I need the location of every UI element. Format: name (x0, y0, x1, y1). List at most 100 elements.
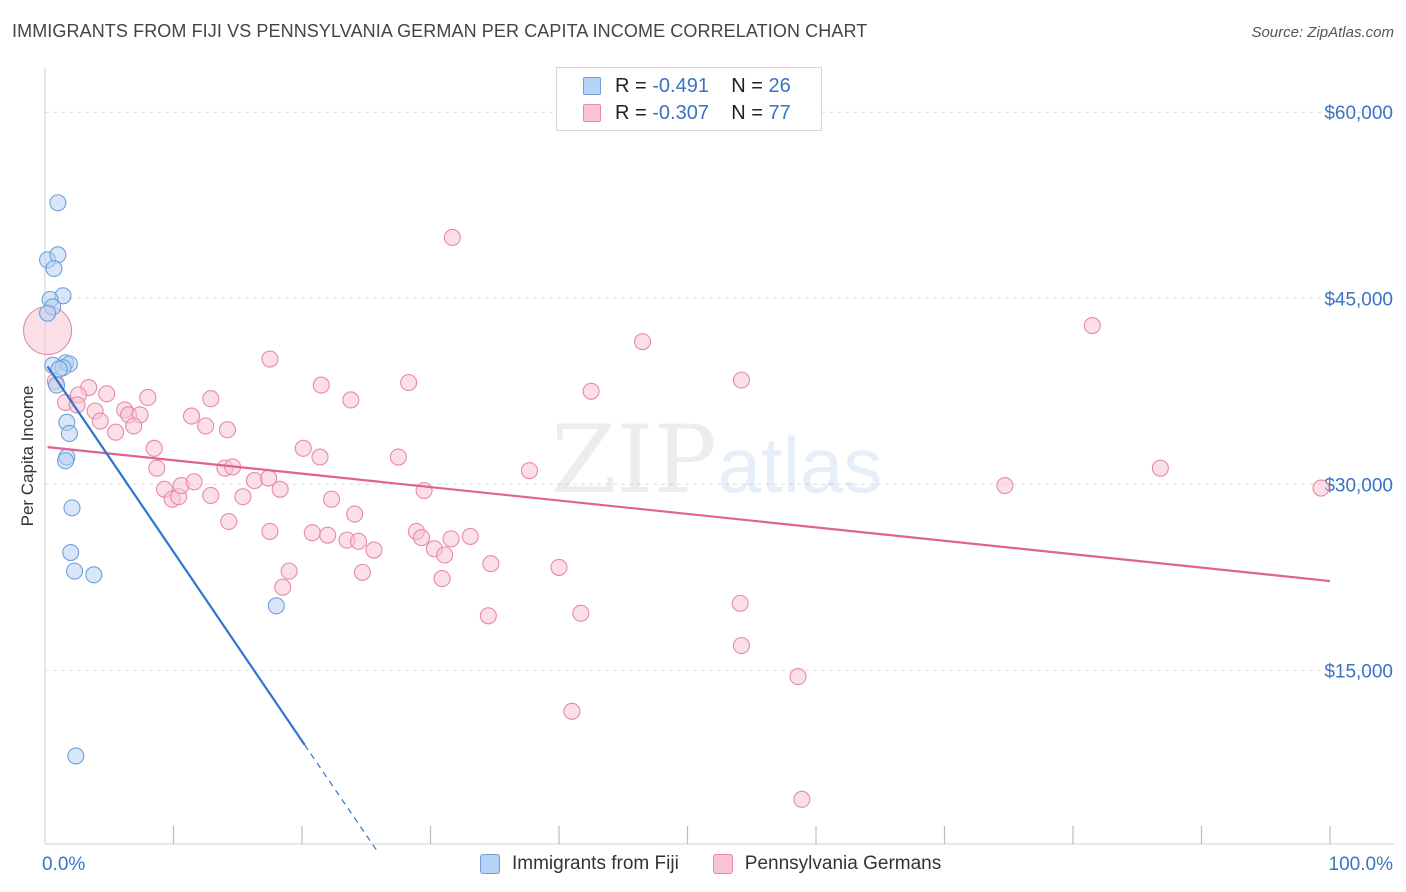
penn-r-label: R = (615, 101, 647, 124)
penn-point-70 (731, 594, 749, 612)
penn-point-67 (563, 702, 581, 720)
penn-point-6 (68, 396, 86, 414)
fiji-point-20 (66, 562, 84, 580)
penn-point-65 (582, 382, 600, 400)
penn-point-38 (311, 448, 329, 466)
y-tick-label-1: $30,000 (1324, 475, 1393, 496)
fiji-n-label: N = (731, 74, 763, 97)
penn-point-73 (793, 790, 811, 808)
fiji-swatch (583, 77, 601, 95)
penn-swatch (583, 104, 601, 122)
fiji-point-19 (62, 543, 80, 562)
fiji-legend-label: Immigrants from Fiji (512, 853, 679, 874)
penn-point-16 (197, 417, 215, 435)
legend-item-penn: Pennsylvania Germans (712, 853, 942, 875)
penn-point-40 (303, 524, 321, 542)
penn-point-46 (353, 563, 371, 581)
penn-point-77 (1312, 479, 1330, 497)
penn-point-35 (261, 350, 279, 368)
penn-point-41 (319, 526, 337, 544)
source-label: Source: ZipAtlas.com (1251, 24, 1394, 41)
penn-point-75 (1083, 316, 1101, 335)
penn-n-value: 77 (768, 101, 791, 124)
correlation-legend: R = -0.491 N = 26 R = -0.307 N = 77 (556, 67, 822, 131)
penn-point-50 (400, 374, 418, 392)
legend-row-penn: R = -0.307 N = 77 (583, 100, 791, 126)
penn-point-5 (98, 385, 116, 403)
fiji-point-7 (39, 304, 57, 322)
penn-point-68 (633, 333, 652, 351)
y-tick-label-2: $45,000 (1324, 289, 1393, 310)
y-tick-label-3: $60,000 (1324, 103, 1393, 124)
fiji-point-23 (67, 747, 85, 765)
chart-title: IMMIGRANTS FROM FIJI VS PENNSYLVANIA GER… (12, 21, 868, 41)
penn-point-37 (312, 376, 330, 394)
penn-point-63 (520, 462, 538, 480)
penn-point-57 (442, 530, 460, 548)
penn-point-14 (125, 417, 143, 435)
penn-point-72 (789, 668, 807, 686)
penn-point-15 (182, 407, 201, 425)
penn-n-label: N = (731, 101, 763, 124)
penn-point-54 (412, 529, 431, 547)
penn-point-39 (323, 490, 341, 508)
penn-point-43 (346, 505, 364, 523)
grid-lines (45, 111, 1394, 671)
fiji-n-value: 26 (768, 74, 791, 97)
penn-point-59 (461, 527, 479, 545)
penn-point-30 (220, 512, 238, 531)
watermark-atlas: atlas (718, 421, 883, 509)
y-tick-label-0: $15,000 (1324, 661, 1393, 682)
watermark: ZIP atlas (551, 406, 882, 515)
penn-point-48 (274, 578, 292, 596)
penn-point-51 (389, 448, 407, 466)
penn-point-49 (365, 541, 383, 559)
legend-item-fiji: Immigrants from Fiji (480, 853, 679, 875)
trend-lines (46, 365, 1331, 855)
x-tick-labels: 0.0% 100.0% (42, 854, 1393, 875)
penn-point-33 (271, 480, 289, 498)
penn-point-20 (148, 459, 166, 477)
penn-point-69 (732, 371, 751, 389)
fiji-trend-extension (304, 744, 380, 855)
penn-point-25 (185, 473, 203, 491)
penn-point-74 (996, 476, 1014, 495)
fiji-point-3 (45, 259, 63, 278)
fiji-point-15 (60, 424, 78, 443)
penn-point-13 (107, 423, 125, 441)
fiji-point-13 (48, 376, 66, 394)
penn-point-47 (280, 562, 298, 580)
penn-point-62 (443, 228, 461, 247)
fiji-legend-swatch (480, 854, 500, 874)
penn-legend-label: Pennsylvania Germans (744, 853, 942, 874)
penn-point-26 (202, 486, 220, 505)
penn-point-36 (294, 439, 312, 457)
watermark-zip: ZIP (551, 406, 717, 515)
fiji-point-22 (267, 597, 285, 615)
fiji-point-0 (49, 194, 67, 212)
penn-point-56 (436, 546, 454, 564)
penn-point-19 (145, 439, 163, 457)
axes (44, 68, 1394, 845)
legend-row-fiji: R = -0.491 N = 26 (583, 73, 791, 99)
fiji-r-label: R = (615, 74, 647, 97)
fiji-point-17 (57, 452, 75, 470)
fiji-r-value: -0.491 (652, 74, 709, 97)
penn-point-61 (479, 607, 497, 625)
penn-trend-line (47, 446, 1331, 583)
penn-point-34 (261, 522, 279, 540)
penn-point-12 (91, 412, 109, 430)
penn-point-66 (572, 604, 590, 622)
penn-german-points (23, 228, 1330, 808)
penn-point-45 (349, 532, 368, 550)
penn-point-17 (202, 390, 220, 408)
fiji-point-18 (63, 499, 81, 517)
fiji-point-21 (85, 566, 103, 584)
x-tick-label-0: 0.0% (42, 854, 85, 875)
x-tick-label-1: 100.0% (1329, 854, 1394, 875)
y-tick-labels: $15,000 $30,000 $45,000 $60,000 (1324, 103, 1393, 682)
penn-point-29 (234, 488, 252, 506)
penn-point-71 (732, 636, 751, 655)
penn-point-18 (218, 421, 237, 439)
